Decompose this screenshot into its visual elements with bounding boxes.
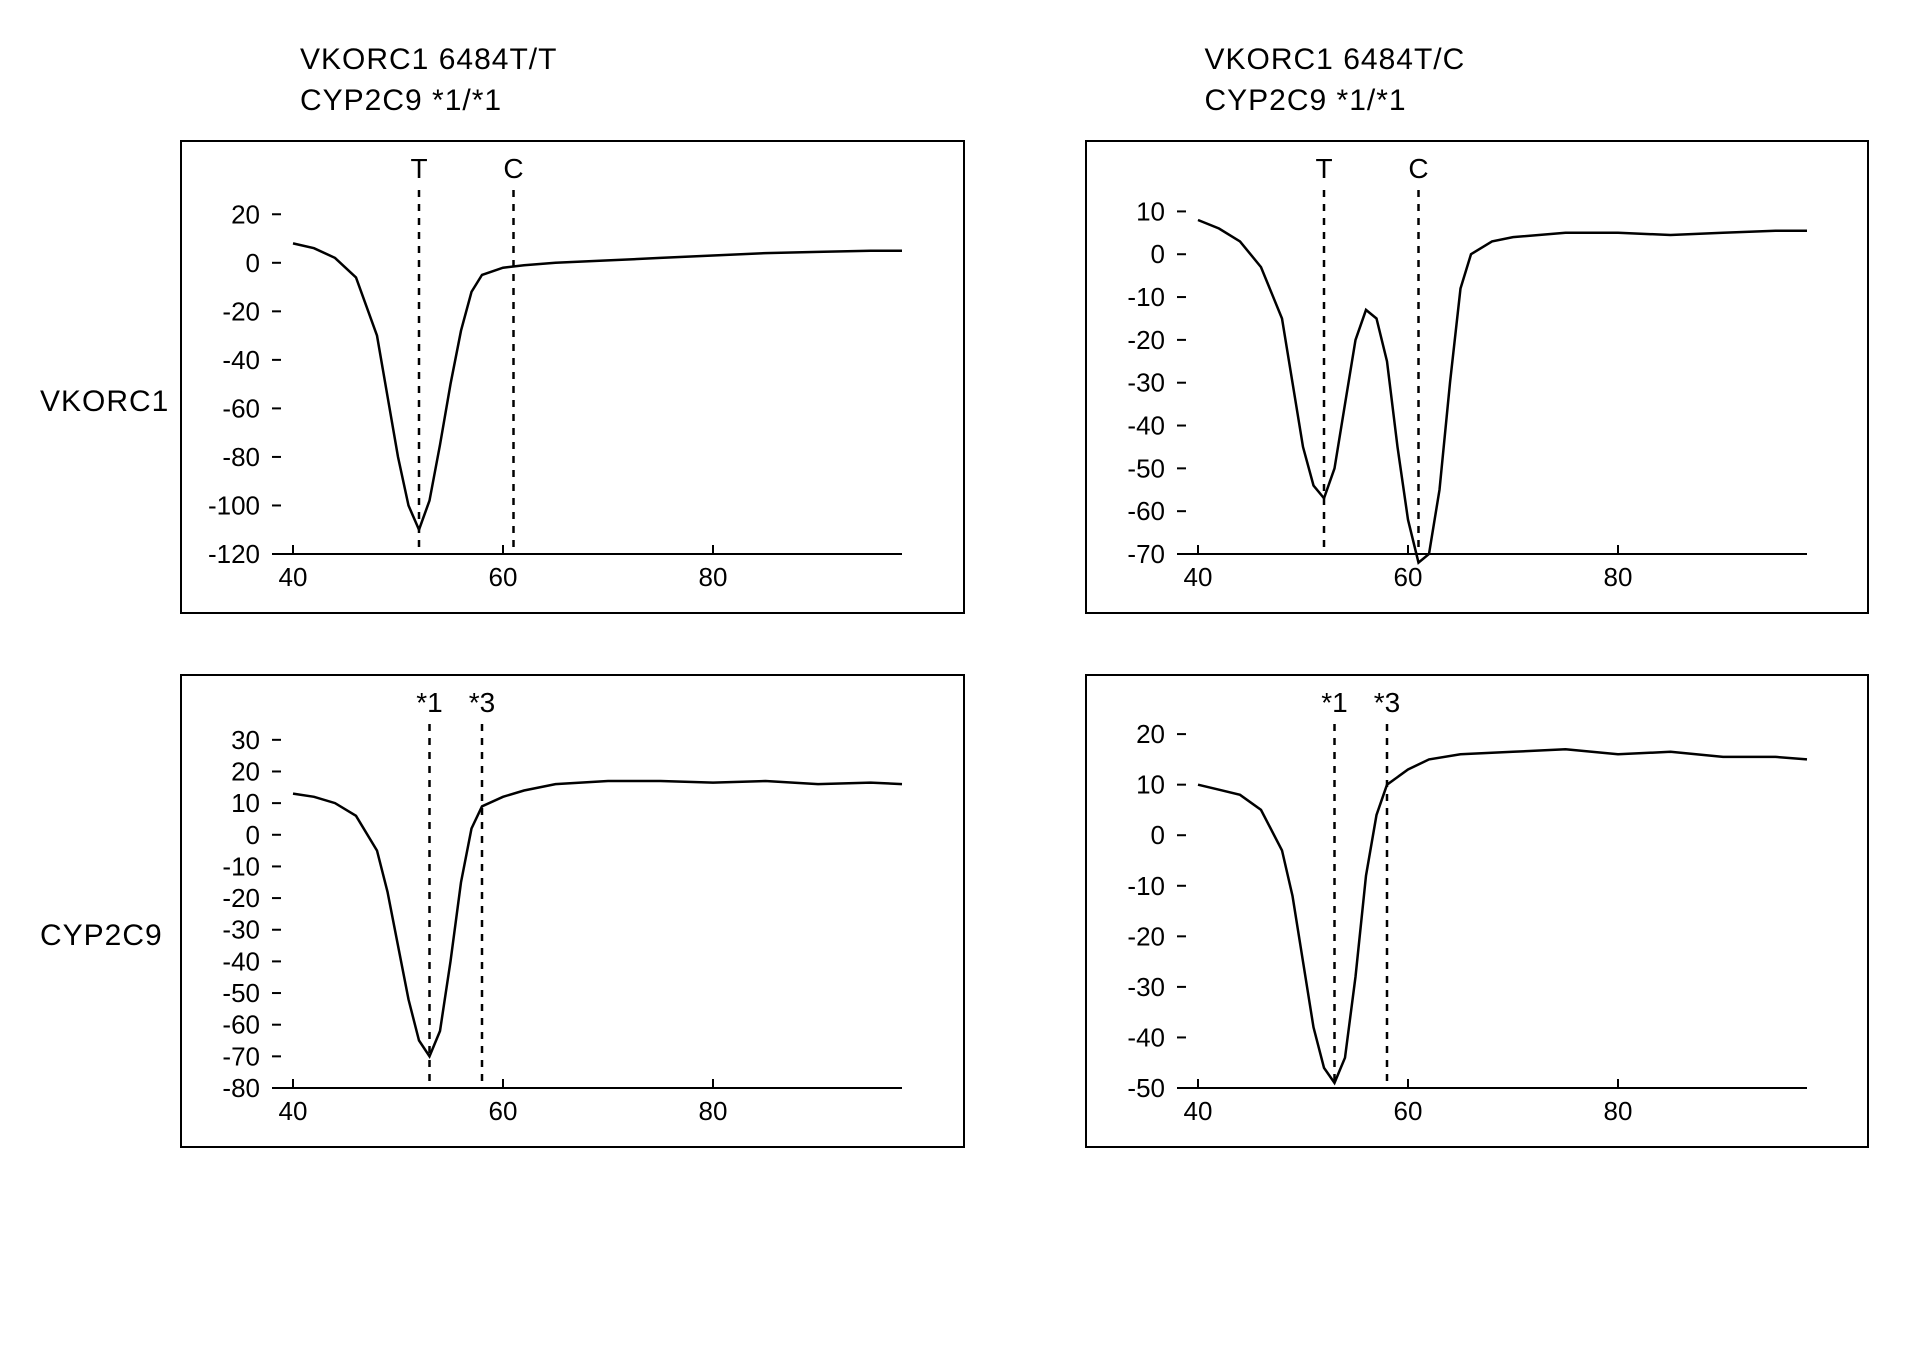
panel-22-wrap: -50 -40 -30 -20 -10 0 10 20 40 60 80 *1 *3 [1085, 669, 1870, 1203]
ytick-label: -20 [1127, 325, 1165, 355]
row-label-vkorc1: VKORC1 [40, 385, 180, 419]
panel-12-wrap: -70 -60 -50 -40 -30 -20 -10 0 10 40 60 80 T C [1085, 135, 1870, 669]
ytick-label: 0 [1150, 820, 1164, 850]
ytick-label: -60 [1127, 496, 1165, 526]
ytick-label: -100 [208, 490, 260, 520]
ytick-label: -120 [208, 539, 260, 569]
ytick-label: -80 [222, 1073, 260, 1103]
ytick-label: -30 [1127, 972, 1165, 1002]
col2-line1: VKORC1 6484T/C [1205, 40, 1870, 81]
ytick-label: 0 [1150, 239, 1164, 269]
reference-label: *1 [1321, 687, 1347, 718]
ytick-label: -60 [222, 393, 260, 423]
ytick-label: -80 [222, 442, 260, 472]
ytick-label: 0 [246, 248, 260, 278]
xtick-label: 60 [1393, 562, 1422, 592]
xtick-label: 40 [279, 562, 308, 592]
panel-11-wrap: -120 -100 -80 -60 -40 -20 0 20 40 60 80 T C [180, 135, 965, 669]
xtick-label: 60 [489, 1096, 518, 1126]
ytick-label: 30 [231, 725, 260, 755]
ytick-label: -40 [1127, 411, 1165, 441]
ytick-label: -40 [222, 345, 260, 375]
chart-panel: -120 -100 -80 -60 -40 -20 0 20 40 60 80 T C [180, 140, 965, 614]
ytick-label: -20 [1127, 921, 1165, 951]
chart-panel: -50 -40 -30 -20 -10 0 10 20 40 60 80 *1 *3 [1085, 674, 1870, 1148]
ytick-label: 0 [246, 820, 260, 850]
xtick-label: 80 [699, 1096, 728, 1126]
panel-21-wrap: -80-70-60-50-40-30-20-100102030 40 60 80 *1 *… [180, 669, 965, 1203]
ytick-label: -70 [222, 1041, 260, 1071]
ytick-label: 20 [1136, 719, 1165, 749]
ytick-label: -10 [222, 851, 260, 881]
reference-label: *1 [416, 687, 442, 718]
column-title-1: VKORC1 6484T/T CYP2C9 *1/*1 [180, 40, 965, 135]
ytick-label: -10 [1127, 871, 1165, 901]
chart-panel: -70 -60 -50 -40 -30 -20 -10 0 10 40 60 80 T C [1085, 140, 1870, 614]
ytick-label: 10 [231, 788, 260, 818]
col1-line1: VKORC1 6484T/T [300, 40, 965, 81]
melting-curve [1198, 220, 1807, 563]
reference-label: T [410, 153, 427, 184]
reference-label: C [503, 153, 523, 184]
ytick-label: -50 [1127, 453, 1165, 483]
chart-panel: -80-70-60-50-40-30-20-100102030 40 60 80 *1 *… [180, 674, 965, 1148]
melting-curve [293, 781, 902, 1056]
ytick-label: -50 [222, 978, 260, 1008]
ytick-label: -30 [222, 915, 260, 945]
xtick-label: 60 [489, 562, 518, 592]
xtick-label: 40 [279, 1096, 308, 1126]
ytick-label: -60 [222, 1010, 260, 1040]
ytick-label: 20 [231, 756, 260, 786]
ytick-label: -10 [1127, 282, 1165, 312]
ytick-label: -30 [1127, 368, 1165, 398]
melting-curve [293, 243, 902, 529]
xtick-label: 60 [1393, 1096, 1422, 1126]
row-label-cyp2c9: CYP2C9 [40, 919, 180, 953]
ytick-label: -20 [222, 883, 260, 913]
ytick-label: -40 [222, 946, 260, 976]
xtick-label: 80 [1603, 1096, 1632, 1126]
reference-label: C [1408, 153, 1428, 184]
ytick-label: 10 [1136, 196, 1165, 226]
col1-line2: CYP2C9 *1/*1 [300, 81, 965, 122]
xtick-label: 80 [1603, 562, 1632, 592]
ytick-label: -20 [222, 296, 260, 326]
col2-line2: CYP2C9 *1/*1 [1205, 81, 1870, 122]
column-title-2: VKORC1 6484T/C CYP2C9 *1/*1 [1085, 40, 1870, 135]
ytick-label: -40 [1127, 1022, 1165, 1052]
reference-label: *3 [1373, 687, 1399, 718]
melting-curve [1198, 749, 1807, 1083]
ytick-label: -70 [1127, 539, 1165, 569]
ytick-label: -50 [1127, 1073, 1165, 1103]
ytick-label: 10 [1136, 770, 1165, 800]
ytick-label: 20 [231, 199, 260, 229]
reference-label: T [1315, 153, 1332, 184]
xtick-label: 40 [1183, 1096, 1212, 1126]
xtick-label: 40 [1183, 562, 1212, 592]
reference-label: *3 [469, 687, 495, 718]
xtick-label: 80 [699, 562, 728, 592]
